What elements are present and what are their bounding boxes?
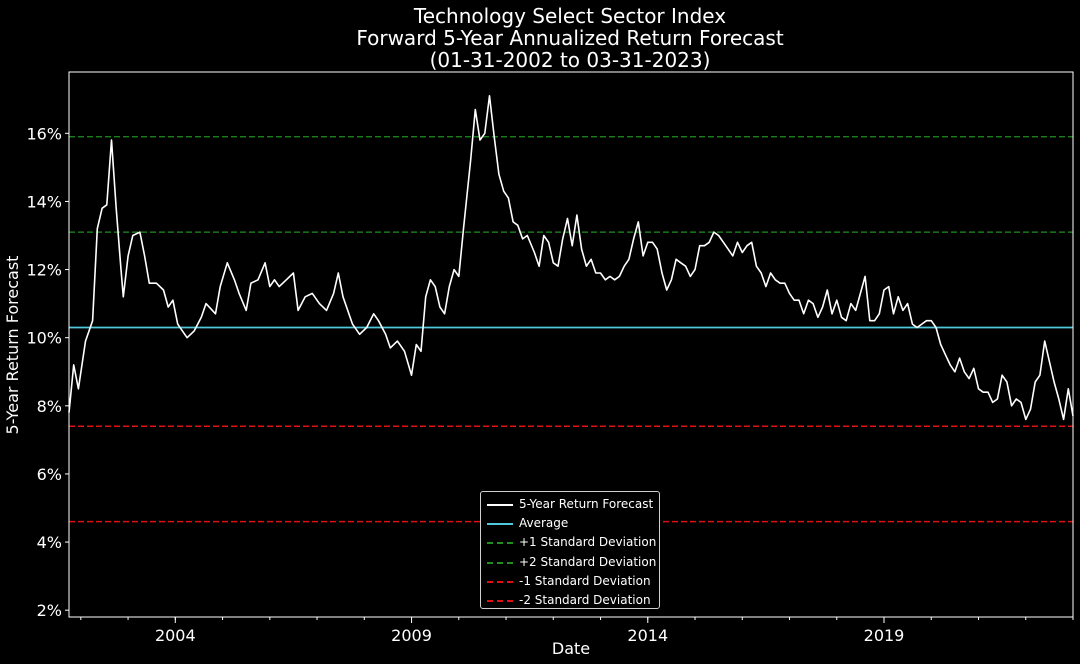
legend-label: -1 Standard Deviation <box>519 573 651 588</box>
legend-item: +2 Standard Deviation <box>481 553 661 571</box>
y-tick-label: 10% <box>26 329 62 348</box>
legend-label: +1 Standard Deviation <box>519 535 657 550</box>
y-tick-label: 2% <box>37 601 62 620</box>
chart-date-range: (01-31-2002 to 03-31-2023) <box>429 48 711 72</box>
legend-item: +1 Standard Deviation <box>481 533 661 551</box>
y-axis: 2% 4% 6% 8% 10% 12% 14% 16% <box>26 124 69 620</box>
x-axis: 2004 2009 2014 2019 <box>80 617 1074 645</box>
series-line-forecast <box>68 95 1074 421</box>
legend-label: 5-Year Return Forecast <box>519 497 654 511</box>
legend-item: Average <box>481 514 661 532</box>
legend-item: -1 Standard Deviation <box>481 572 661 590</box>
legend-swatch <box>487 504 513 506</box>
y-tick-label: 4% <box>37 533 62 552</box>
y-tick-label: 6% <box>37 465 62 484</box>
legend-swatch <box>487 523 513 526</box>
legend-label: Average <box>519 516 569 531</box>
legend-swatch <box>487 561 513 564</box>
reference-lines <box>69 136 1073 523</box>
legend: 5-Year Return Forecast Average +1 Standard… <box>480 491 660 609</box>
y-tick-label: 16% <box>26 124 62 143</box>
y-tick-label: 14% <box>26 192 62 211</box>
y-tick-label: 12% <box>26 261 62 280</box>
x-tick-label: 2014 <box>627 626 668 645</box>
legend-swatch <box>487 542 513 545</box>
x-tick-label: 2004 <box>155 626 196 645</box>
y-tick-label: 8% <box>37 397 62 416</box>
legend-label: -2 Standard Deviation <box>519 593 651 607</box>
x-axis-label: Date <box>552 639 590 658</box>
series-group <box>68 95 1074 421</box>
legend-item: 5-Year Return Forecast <box>481 495 661 513</box>
x-tick-label: 2009 <box>391 626 432 645</box>
chart-title: Technology Select Sector Index <box>413 4 727 28</box>
x-tick-label: 2019 <box>864 626 905 645</box>
legend-label: +2 Standard Deviation <box>519 554 657 569</box>
legend-swatch <box>487 600 513 602</box>
legend-swatch <box>487 580 513 583</box>
legend-item: -2 Standard Deviation <box>481 591 661 609</box>
plot-frame <box>68 71 1074 618</box>
chart-subtitle: Forward 5-Year Annualized Return Forecas… <box>356 26 784 50</box>
y-axis-label: 5-Year Return Forecast <box>3 256 22 435</box>
